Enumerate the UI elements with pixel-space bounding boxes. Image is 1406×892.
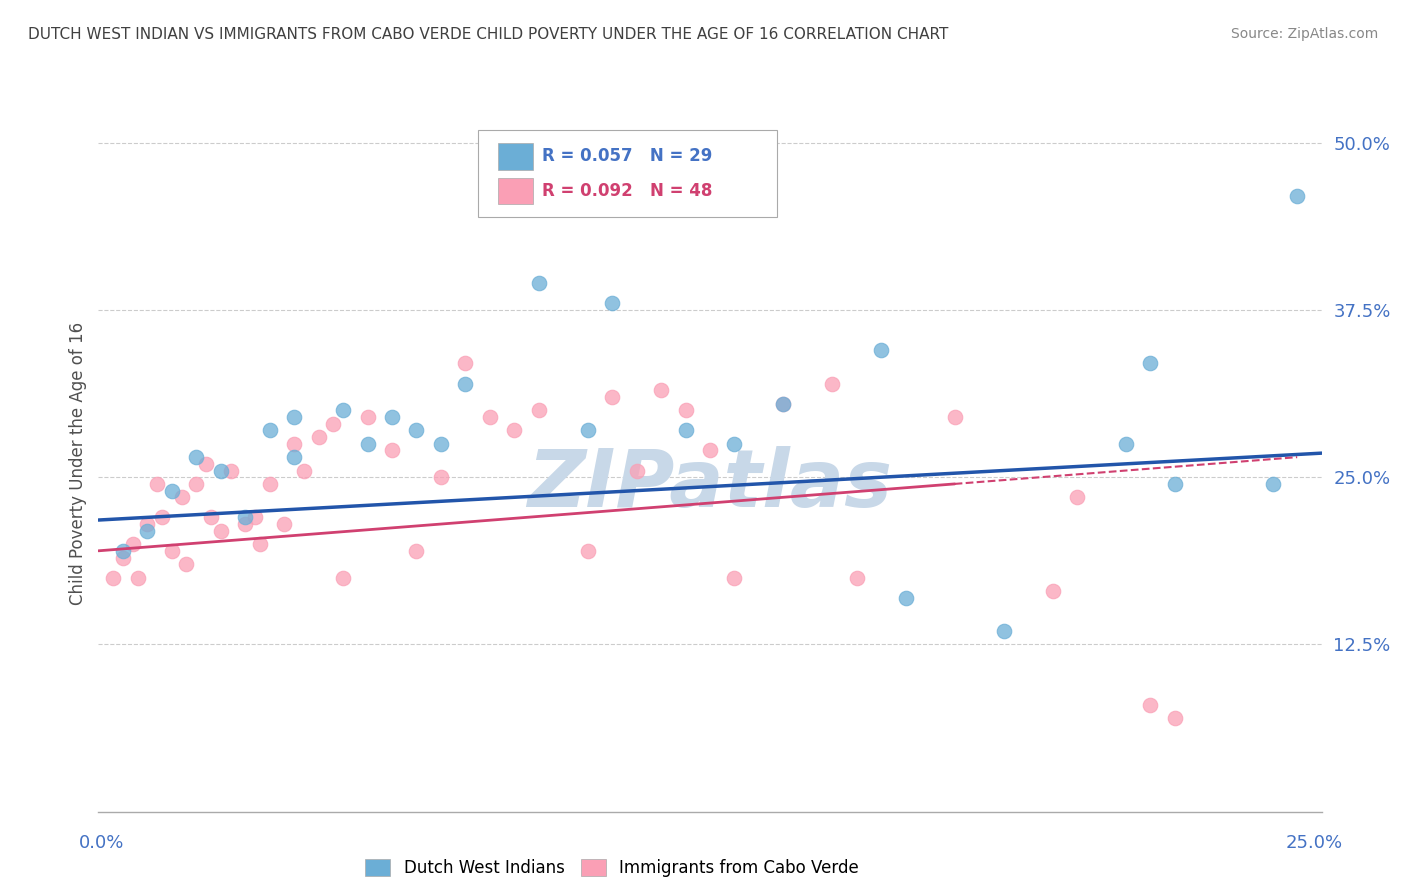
Point: [186, 450, 208, 465]
Point: [209, 464, 232, 478]
Text: Source: ZipAtlas.com: Source: ZipAtlas.com: [1230, 27, 1378, 41]
Point: [121, 537, 143, 551]
Point: [845, 571, 868, 585]
Point: [111, 544, 134, 558]
Point: [626, 464, 648, 478]
Point: [209, 524, 232, 538]
Point: [675, 424, 697, 438]
Point: [322, 417, 344, 431]
Point: [1066, 491, 1088, 505]
Point: [259, 424, 281, 438]
Point: [503, 424, 526, 438]
Point: [1115, 436, 1137, 450]
Point: [381, 410, 404, 425]
Point: [243, 510, 266, 524]
Point: [150, 510, 173, 524]
Point: [454, 356, 477, 371]
Point: [332, 571, 354, 585]
Point: [600, 296, 623, 310]
Point: [405, 424, 427, 438]
Point: [200, 510, 222, 524]
Point: [478, 410, 501, 425]
Point: [1286, 189, 1309, 203]
Point: [993, 624, 1015, 639]
Point: [576, 424, 599, 438]
Text: ZIPatlas: ZIPatlas: [527, 446, 893, 524]
Point: [1042, 584, 1064, 599]
Point: [283, 436, 305, 450]
Text: R = 0.057   N = 29: R = 0.057 N = 29: [543, 147, 713, 165]
Point: [186, 477, 208, 491]
Point: [127, 571, 149, 585]
Point: [273, 517, 295, 532]
Point: [136, 517, 159, 532]
Point: [723, 571, 745, 585]
Point: [870, 343, 893, 358]
Point: [356, 410, 378, 425]
Legend: Dutch West Indians, Immigrants from Cabo Verde: Dutch West Indians, Immigrants from Cabo…: [359, 852, 866, 883]
Point: [101, 571, 124, 585]
Point: [146, 477, 169, 491]
Point: [170, 491, 193, 505]
Point: [821, 376, 844, 391]
Point: [1164, 711, 1187, 725]
Point: [1261, 477, 1284, 491]
Point: [160, 483, 183, 498]
Point: [894, 591, 917, 605]
Text: 0.0%: 0.0%: [79, 834, 124, 852]
Point: [576, 544, 599, 558]
Point: [283, 450, 305, 465]
Point: [430, 470, 453, 484]
Point: [195, 457, 218, 471]
Point: [454, 376, 477, 391]
Point: [772, 397, 794, 411]
Point: [111, 550, 134, 565]
Point: [772, 397, 794, 411]
Point: [1139, 698, 1161, 712]
Point: [160, 544, 183, 558]
Point: [381, 443, 404, 458]
Point: [332, 403, 354, 417]
Point: [308, 430, 330, 444]
Point: [527, 277, 550, 291]
Y-axis label: Child Poverty Under the Age of 16: Child Poverty Under the Age of 16: [69, 322, 87, 606]
Point: [259, 477, 281, 491]
Point: [943, 410, 966, 425]
Point: [723, 436, 745, 450]
Point: [292, 464, 315, 478]
FancyBboxPatch shape: [478, 130, 778, 217]
Point: [283, 410, 305, 425]
Point: [233, 510, 256, 524]
Point: [233, 517, 256, 532]
Point: [675, 403, 697, 417]
Point: [527, 403, 550, 417]
Point: [1164, 477, 1187, 491]
Point: [136, 524, 159, 538]
Text: DUTCH WEST INDIAN VS IMMIGRANTS FROM CABO VERDE CHILD POVERTY UNDER THE AGE OF 1: DUTCH WEST INDIAN VS IMMIGRANTS FROM CAB…: [28, 27, 949, 42]
Point: [249, 537, 271, 551]
Point: [219, 464, 242, 478]
Point: [1139, 356, 1161, 371]
Point: [430, 436, 453, 450]
Point: [650, 384, 672, 398]
Bar: [498, 143, 533, 169]
Bar: [498, 178, 533, 204]
Point: [405, 544, 427, 558]
Text: R = 0.092   N = 48: R = 0.092 N = 48: [543, 182, 713, 200]
Point: [356, 436, 378, 450]
Text: 25.0%: 25.0%: [1286, 834, 1343, 852]
Point: [176, 557, 198, 572]
Point: [600, 390, 623, 404]
Point: [699, 443, 721, 458]
